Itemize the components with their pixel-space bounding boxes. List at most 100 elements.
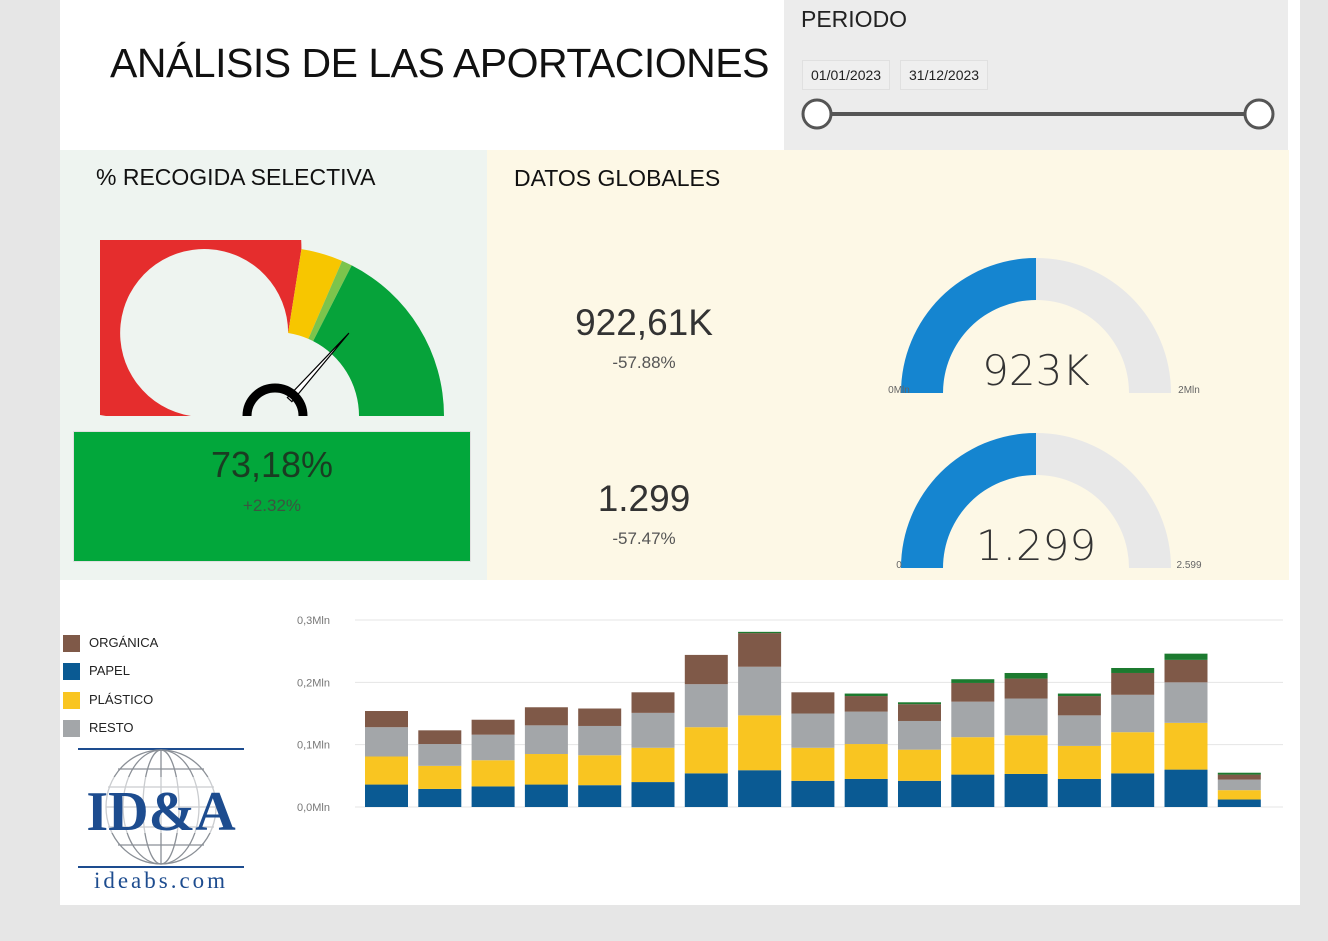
- gauge-max-label: 2.599: [1176, 560, 1201, 571]
- bar-segment-resto: [1004, 698, 1048, 736]
- bar-segment-plástico: [1217, 790, 1261, 800]
- y-tick-label: 0,1Mln: [297, 740, 330, 752]
- bar-segment-orgánica: [524, 707, 568, 726]
- recogida-gauge: [100, 240, 444, 417]
- gauge-band-1: [288, 249, 343, 339]
- gauge-value-label: 1.299: [976, 521, 1096, 570]
- legend-swatch: [63, 635, 80, 653]
- bar-segment-orgánica: [898, 704, 941, 721]
- gauge-fill: [901, 433, 1036, 568]
- bar-segment-plástico: [418, 765, 462, 789]
- page-title: ANÁLISIS DE LAS APORTACIONES: [110, 40, 769, 86]
- usuarios-gauge: 1.299 0 2.599: [896, 432, 1202, 571]
- bar-segment-orgánica: [951, 682, 995, 702]
- bar-segment-papel: [738, 770, 782, 807]
- bar-segment-orgánica: [1004, 678, 1048, 699]
- legend-item-resto: RESTO: [63, 719, 134, 738]
- bar-segment-papel: [524, 784, 568, 807]
- legend-label: PAPEL: [89, 663, 130, 678]
- bar-segment-papel: [1217, 799, 1261, 807]
- bar-segment-plástico: [631, 747, 675, 783]
- bar-segment-plástico: [1004, 735, 1048, 774]
- bar-segment-papel: [951, 774, 995, 807]
- aportaciones-bar-chart: 0,0Mln 0,1Mln 0,2Mln 0,3Mln: [297, 615, 1283, 814]
- kpi1-value: 922,61K: [575, 302, 713, 343]
- bar-segment-orgánica: [1164, 659, 1208, 683]
- kpi1-change: -57.88%: [612, 353, 676, 372]
- bar-segment-resto: [738, 666, 782, 716]
- bar-segment-other: [898, 702, 941, 705]
- bar-segment-papel: [684, 773, 728, 807]
- slider-start-handle[interactable]: [801, 98, 833, 130]
- bar-segment-orgánica: [684, 654, 728, 685]
- aportaciones-gauge: 923K 0Mln 2Mln: [888, 257, 1200, 396]
- bar-segment-plástico: [791, 747, 835, 781]
- legend-item-organica: ORGÁNICA: [63, 634, 159, 653]
- bar-segment-resto: [844, 711, 888, 745]
- y-tick-label: 0,0Mln: [297, 802, 330, 814]
- recogida-kpi-card: [73, 431, 471, 562]
- recogida-title: % RECOGIDA SELECTIVA: [96, 164, 376, 190]
- bar-segment-other: [1057, 693, 1101, 697]
- bar-segment-plástico: [1164, 722, 1208, 770]
- bar-segment-orgánica: [578, 708, 622, 726]
- legend-item-papel: PAPEL: [63, 662, 130, 681]
- y-tick-label: 0,2Mln: [297, 677, 330, 689]
- bar-segment-orgánica: [791, 692, 835, 714]
- bar-segment-orgánica: [418, 730, 462, 745]
- bar-segment-papel: [1057, 778, 1101, 807]
- bar-segment-plástico: [898, 749, 941, 781]
- gauge-band-0: [100, 240, 302, 416]
- bar-segment-papel: [1111, 773, 1155, 807]
- period-slider[interactable]: [795, 95, 1285, 135]
- bar-segment-papel: [1004, 773, 1048, 807]
- legend-swatch: [63, 663, 80, 681]
- bar-segment-papel: [898, 780, 941, 807]
- gauge-fill: [901, 258, 1036, 393]
- bar-segment-plástico: [684, 727, 728, 774]
- gauge-min-label: 0Mln: [888, 385, 910, 396]
- bar-segment-orgánica: [738, 633, 782, 667]
- kpi2-change: -57.47%: [612, 529, 676, 548]
- end-date-input[interactable]: 31/12/2023: [900, 60, 989, 90]
- legend-swatch: [63, 720, 80, 738]
- y-tick-label: 0,3Mln: [297, 615, 330, 627]
- bar-segment-resto: [684, 684, 728, 728]
- bar-segment-plástico: [1111, 732, 1155, 774]
- bar-segment-resto: [951, 701, 995, 738]
- slider-end-handle[interactable]: [1243, 98, 1275, 130]
- bar-segment-plástico: [738, 715, 782, 771]
- bar-segment-resto: [1111, 694, 1155, 733]
- bar-segment-resto: [524, 725, 568, 755]
- kpi2-value: 1.299: [597, 478, 691, 519]
- bar-segment-resto: [898, 720, 941, 750]
- legend-label: ORGÁNICA: [89, 635, 159, 650]
- bar-segment-plástico: [471, 760, 515, 787]
- bar-segment-resto: [471, 734, 515, 761]
- bar-segment-orgánica: [1111, 672, 1155, 695]
- bar-segment-orgánica: [1057, 696, 1101, 716]
- bar-segment-plástico: [524, 754, 568, 785]
- bar-segment-plástico: [1057, 745, 1101, 779]
- bar-segment-papel: [1164, 769, 1208, 807]
- bar-segment-plástico: [578, 755, 622, 786]
- gauge-needle-hub: [242, 383, 308, 417]
- gauge-band-2: [308, 260, 352, 342]
- bar-segment-papel: [631, 782, 675, 807]
- bar-segment-papel: [578, 785, 622, 807]
- recogida-kpi-value: 73,18%: [210, 444, 334, 485]
- bar-segment-papel: [418, 788, 462, 807]
- bar-segment-resto: [1164, 682, 1208, 723]
- bar-segment-other: [844, 693, 888, 697]
- bar-segment-resto: [578, 725, 622, 756]
- bar-segment-resto: [1217, 779, 1261, 791]
- legend-item-plastico: PLÁSTICO: [63, 691, 154, 710]
- logo-url: ideabs.com: [93, 868, 229, 893]
- bar-segment-resto: [1057, 715, 1101, 746]
- bar-segment-plástico: [844, 744, 888, 779]
- logo-text: ID&A: [86, 781, 236, 843]
- bar-segment-resto: [631, 712, 675, 748]
- legend-label: PLÁSTICO: [89, 692, 154, 707]
- start-date-input[interactable]: 01/01/2023: [802, 60, 891, 90]
- bar-segment-orgánica: [1217, 774, 1261, 780]
